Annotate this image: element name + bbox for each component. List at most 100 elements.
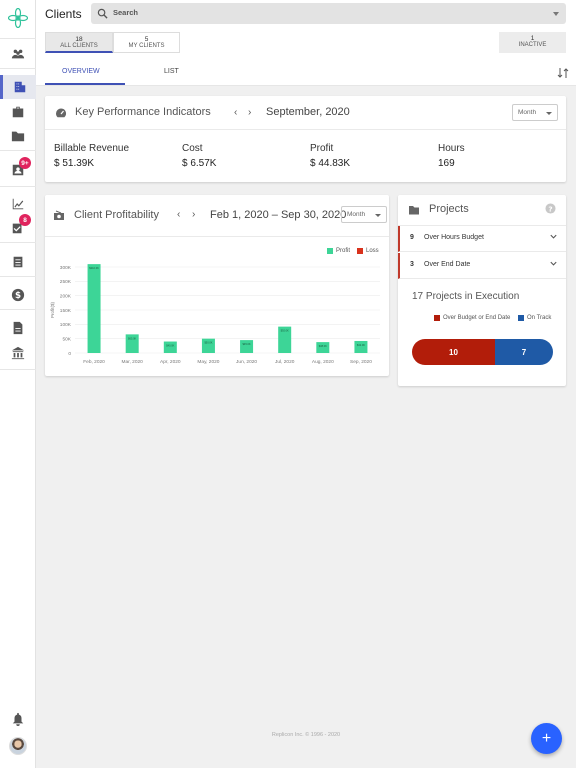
over-hours-budget-row[interactable]: 9 Over Hours Budget [398,226,566,252]
kpi-value: 169 [438,158,455,169]
inactive-count: 1 [530,35,535,42]
avatar[interactable] [9,737,27,755]
profitability-dropdown-value: Month [347,211,366,218]
all-clients-label: ALL CLIENTS [60,43,98,50]
sidebar-item-tasks[interactable]: 8 [0,214,36,240]
sidebar-divider [0,276,36,277]
sidebar-item-projects[interactable] [0,100,36,124]
over-hours-label: Over Hours Budget [424,234,484,241]
sort-icon[interactable] [557,67,569,79]
tab-bar: OVERVIEW LIST [36,62,576,86]
gauge-icon [56,108,67,118]
on-track-segment[interactable]: 7 [494,339,553,365]
profitability-period-dropdown[interactable]: Month [341,206,387,223]
kpi-period-dropdown[interactable]: Month [512,104,558,121]
over-end-date-count: 3 [410,261,414,268]
over-budget-segment[interactable]: 10 [412,339,495,365]
sidebar-item-folder[interactable] [0,124,36,148]
y-tick-label: 50K [62,336,71,342]
y-tick-label: 0 [68,351,71,357]
chevron-down-icon[interactable] [549,232,558,241]
notification-badge: 9+ [19,157,31,169]
filter-bar: 18 ALL CLIENTS 5 MY CLIENTS 1 INACTIVE [36,29,576,62]
sidebar-item-contacts[interactable]: 9+ [0,157,36,182]
inactive-filter[interactable]: 1 INACTIVE [499,32,566,53]
sidebar-divider [0,309,36,310]
sidebar-item-users[interactable] [0,42,36,66]
sidebar-divider [0,38,36,39]
bank-icon [11,346,25,360]
legend-swatch [327,248,333,254]
legend-loss: Loss [357,248,379,254]
sidebar-item-clients[interactable] [0,75,36,99]
notifications-button[interactable] [0,707,36,731]
sidebar-item-billing[interactable]: $ [0,283,36,307]
legend-swatch [434,315,440,321]
kpi-profit: Profit $ 44.83K [310,143,350,169]
y-tick-label: 300K [60,265,72,271]
bar-data-label: $310.0K [89,266,99,270]
projects-card: Projects ? 9 Over Hours Budget 3 Over En… [398,195,566,386]
profit-bar [201,338,215,353]
my-clients-count: 5 [144,36,149,43]
over-hours-count: 9 [410,234,414,241]
kpi-period: September, 2020 [266,106,350,118]
chevron-down-icon[interactable] [553,12,559,16]
all-clients-count: 18 [75,36,83,43]
kpi-value: $ 6.57K [182,158,217,169]
profitability-card-header: Client Profitability ‹ › Feb 1, 2020 – S… [45,195,389,237]
sidebar-item-documents[interactable] [0,316,36,340]
add-button[interactable]: + [531,723,562,754]
y-tick-label: 100K [60,322,72,328]
folder-icon [409,206,419,215]
x-tick-label: Feb, 2020 [83,359,105,365]
x-tick-label: May, 2020 [197,359,219,365]
legend-over-budget: Over Budget or End Date [434,315,510,321]
chevron-down-icon[interactable] [549,259,558,268]
money-icon [54,210,64,220]
y-tick-label: 250K [60,279,72,285]
profit-bar [87,264,101,353]
legend-on-track: On Track [518,315,551,321]
all-clients-filter[interactable]: 18 ALL CLIENTS [45,32,113,53]
folder-icon [11,131,25,142]
sidebar-item-timesheets[interactable] [0,250,36,274]
clients-icon [14,81,25,93]
kpi-label: Cost [182,143,203,154]
projects-title: Projects [429,203,469,215]
kpi-label: Profit [310,143,334,154]
previous-period-button[interactable]: ‹ [234,107,238,118]
profit-bar [316,342,330,353]
profit-bar [278,326,292,353]
tab-list[interactable]: LIST [164,68,179,75]
bar-data-label: $38.0K [319,344,327,348]
sidebar-divider [0,150,36,151]
y-axis-label: Profit($) [50,302,55,319]
document-icon [13,321,23,335]
kpi-title: Key Performance Indicators [75,106,211,118]
chevron-down-icon [375,214,381,217]
search-placeholder: Search [113,8,139,17]
bar-data-label: $92.0K [281,329,289,333]
bar-data-label: $45.0K [242,342,250,346]
sidebar-divider [0,68,36,69]
profit-bar [163,341,177,353]
users-icon [11,49,25,59]
sidebar-item-bank[interactable] [0,341,36,365]
help-icon[interactable]: ? [545,203,556,214]
next-period-button[interactable]: › [248,107,252,118]
y-tick-label: 150K [60,308,72,314]
bar-data-label: $40.0K [166,344,174,348]
legend-loss-label: Loss [366,248,379,254]
next-period-button[interactable]: › [192,209,196,220]
project-status-bar[interactable]: 10 7 [412,339,553,365]
kpi-card: Key Performance Indicators ‹ › September… [45,96,566,182]
sidebar-item-reports[interactable] [0,192,36,216]
previous-period-button[interactable]: ‹ [177,209,181,220]
search-input[interactable]: Search [91,3,566,24]
tab-overview[interactable]: OVERVIEW [62,68,100,75]
over-end-date-row[interactable]: 3 Over End Date [398,253,566,279]
my-clients-filter[interactable]: 5 MY CLIENTS [113,32,180,53]
projects-card-header: Projects ? [398,195,566,226]
logo-icon[interactable] [8,8,28,28]
